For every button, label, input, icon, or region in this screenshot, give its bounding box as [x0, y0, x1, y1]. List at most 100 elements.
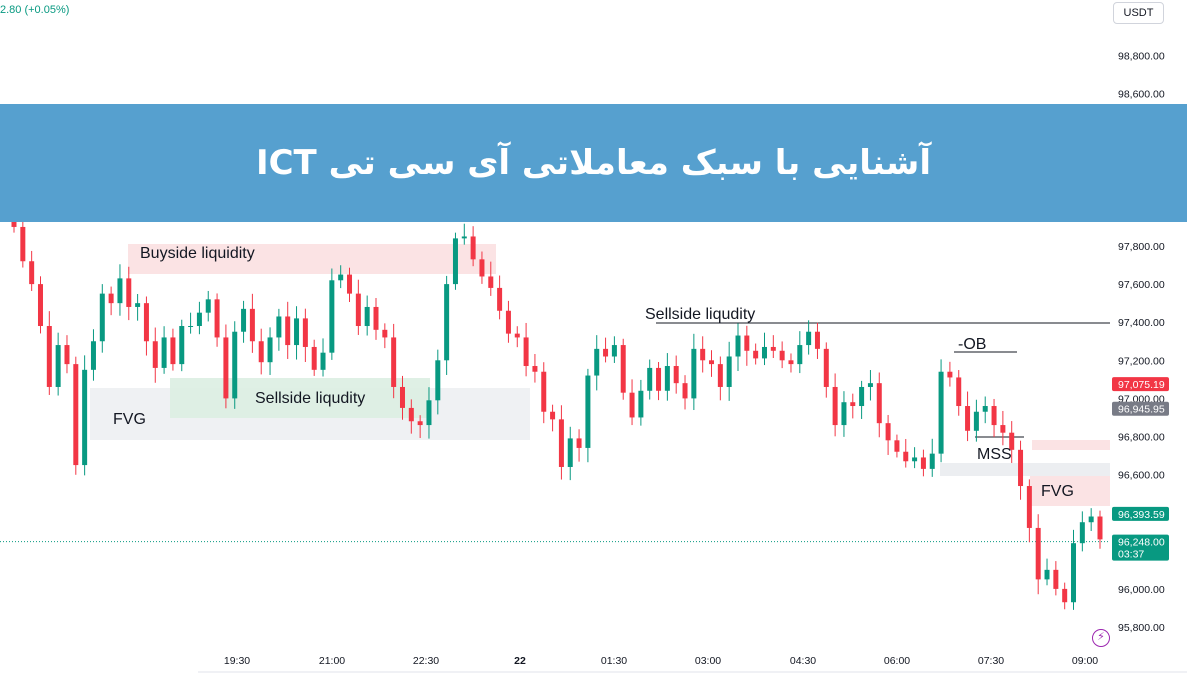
candle-body [143, 303, 149, 342]
candle-body [152, 341, 158, 368]
candle-body [64, 345, 70, 365]
fvg-zone-right-upper [1032, 440, 1110, 450]
price-tick-label: 98,600.00 [1118, 89, 1165, 101]
candle-body [232, 331, 238, 399]
candle-body [850, 402, 856, 407]
candle-body [302, 318, 308, 347]
time-tick-label: 21:00 [319, 655, 345, 667]
candle-body [638, 390, 644, 418]
candle-body [656, 367, 662, 391]
candle-body [894, 440, 900, 452]
candle-body [1009, 432, 1015, 450]
candle-body [82, 369, 88, 466]
candle-body [399, 386, 405, 408]
candle-body [523, 337, 529, 367]
candle-body [973, 411, 979, 431]
currency-selector[interactable]: USDT [1113, 2, 1164, 24]
candle-body [276, 316, 282, 338]
time-axis[interactable]: 19:30 21:00 22:30 22 01:30 03:00 04:30 06:00 07:… [224, 655, 1098, 667]
candle-body [691, 348, 697, 399]
candle-body [929, 453, 935, 469]
candle-body [426, 400, 432, 426]
candle-body [417, 421, 423, 426]
fvg-zone-right-grey [940, 463, 1110, 476]
candle-body [373, 306, 379, 330]
candle-body [585, 375, 591, 448]
candle-body [117, 278, 123, 304]
candle-body [947, 371, 953, 378]
time-tick-label: 06:00 [884, 655, 910, 667]
price-label-countdown: 03:37 [1118, 549, 1144, 561]
candle-body [497, 287, 503, 311]
time-tick-label: 01:30 [601, 655, 627, 667]
fvg-label-left: FVG [113, 411, 146, 428]
candle-body [1044, 569, 1050, 580]
candle-body [55, 345, 61, 387]
time-tick-label: 03:00 [695, 655, 721, 667]
candle-body [594, 348, 600, 376]
candle-body [1088, 516, 1094, 523]
time-tick-label: 22 [514, 655, 526, 667]
price-label-badge [1112, 377, 1169, 392]
candle-body [709, 360, 715, 365]
candle-body [753, 350, 759, 359]
candle-body [364, 306, 370, 327]
candle-body [205, 299, 211, 313]
price-tick-label: 98,800.00 [1118, 51, 1165, 63]
candle-body [294, 318, 300, 346]
candle-body [567, 438, 573, 467]
price-tick-label: 97,800.00 [1118, 241, 1165, 253]
candle-body [488, 276, 494, 288]
time-tick-label: 04:30 [790, 655, 816, 667]
title-banner: آشنایی با سبک معاملاتی آی سی تی ICT [0, 104, 1187, 222]
lightning-icon[interactable]: ⚡ [1092, 629, 1110, 647]
candle-body [223, 337, 229, 399]
candle-body [558, 419, 564, 467]
candle-body [329, 280, 335, 353]
candle-body [29, 261, 35, 285]
candle-body [744, 335, 750, 351]
candle-body [20, 226, 26, 262]
candle-body [550, 411, 556, 420]
candle-body [90, 341, 96, 370]
candle-body [726, 356, 732, 387]
fvg-label-right: FVG [1041, 483, 1074, 500]
candle-body [170, 337, 176, 365]
candle-body [382, 329, 388, 338]
price-label-text: 96,248.00 [1118, 537, 1165, 549]
candle-body [347, 274, 353, 294]
candle-body [179, 326, 185, 365]
candle-body [99, 293, 105, 342]
price-label-text: 97,075.19 [1118, 379, 1165, 391]
price-label-text: 96,393.59 [1118, 509, 1165, 521]
candle-body [647, 367, 653, 391]
price-change-label: 2.80 (+0.05%) [0, 4, 70, 16]
candle-body [135, 303, 141, 307]
candle-body [408, 407, 414, 422]
candle-body [841, 402, 847, 426]
price-label-text: 96,945.95 [1118, 404, 1165, 416]
sellside-liquidity-label-right: Sellside liqudity [645, 306, 755, 323]
candle-body [108, 293, 114, 304]
price-axis[interactable]: 98,800.00 98,600.00 97,800.00 97,600.00 97,4… [1118, 51, 1165, 635]
sellside-liquidity-zone-left [170, 378, 430, 418]
candle-body [788, 360, 794, 365]
candle-body [1000, 425, 1006, 433]
candle-body [620, 345, 626, 393]
candle-body [859, 386, 865, 407]
candle-body [37, 284, 43, 327]
candle-body [73, 364, 79, 466]
candle-body [1079, 522, 1085, 544]
candle-body [267, 337, 273, 363]
candle-body [461, 236, 467, 239]
time-tick-label: 19:30 [224, 655, 250, 667]
mss-label: MSS [977, 446, 1012, 463]
price-label-badge [1112, 534, 1169, 561]
price-tick-label: 97,200.00 [1118, 355, 1165, 367]
candle-body [814, 331, 820, 349]
candle-body [797, 345, 803, 365]
price-tick-label: 95,800.00 [1118, 622, 1165, 634]
candle-body [214, 299, 220, 338]
candle-body [1097, 516, 1103, 540]
